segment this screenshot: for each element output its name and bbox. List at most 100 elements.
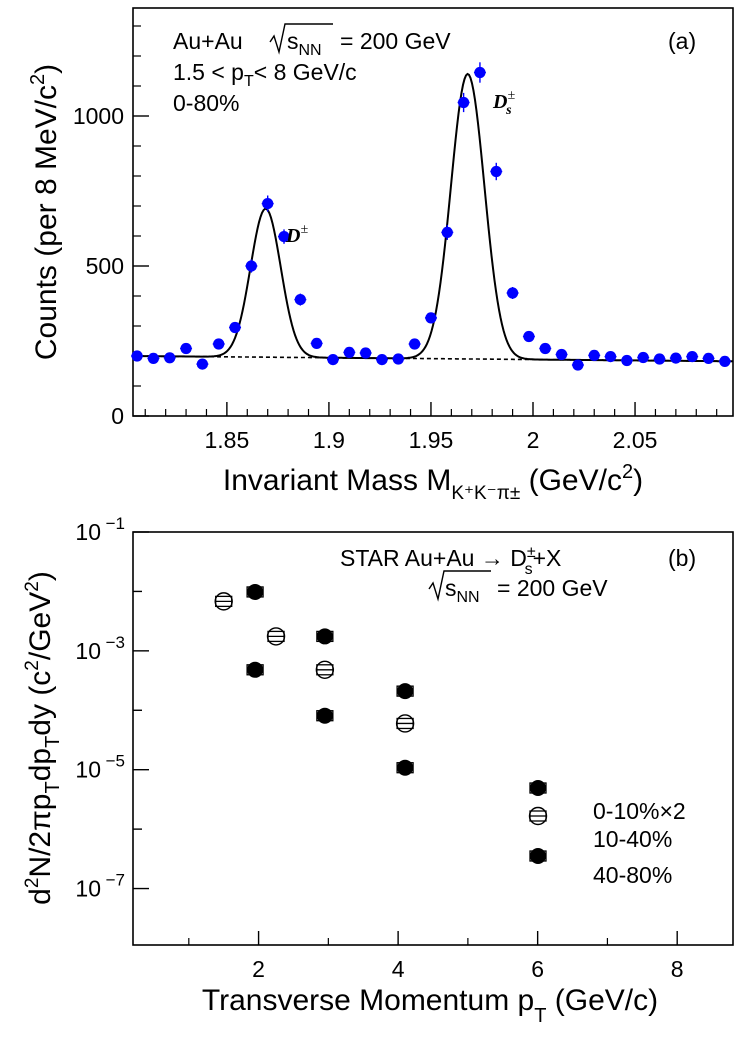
data-point <box>458 96 470 109</box>
y-tick-label: 10 <box>75 757 101 783</box>
data-point <box>637 351 649 364</box>
x-tick-label: 2 <box>252 956 265 982</box>
data-point <box>360 347 372 359</box>
data-point <box>719 355 731 367</box>
y-tick-exponent: −1 <box>106 514 125 533</box>
y-tick-label: 10 <box>75 638 101 664</box>
data-point <box>425 312 437 324</box>
y-tick-label: 500 <box>86 253 124 279</box>
data-point <box>213 338 225 350</box>
x-tick-label: 2 <box>527 427 540 453</box>
panel-a-fit <box>133 72 733 363</box>
y-tick-label: 10 <box>75 519 101 545</box>
panel-b-sqrt-sign <box>428 570 491 602</box>
panel-a-ticks: 1.85 1.9 1.95 2 2.05 0 500 1000 <box>73 25 718 453</box>
panel-b-energy: = 200 GeV <box>497 575 608 601</box>
data-point <box>523 330 535 343</box>
x-tick-label: 2.05 <box>613 427 658 453</box>
data-point <box>670 352 682 364</box>
data-point-midcentral <box>266 627 286 646</box>
data-point <box>555 348 568 361</box>
data-point <box>311 337 323 349</box>
x-tick-label: 1.95 <box>409 427 454 453</box>
legend-marker <box>530 848 546 864</box>
data-point <box>131 350 143 362</box>
panel-b-ylabel: d2N/2πpTdpTdy (c2/GeV2) <box>22 571 64 905</box>
data-point <box>343 346 355 358</box>
panel-a-xlabel: Invariant Mass MK⁺K⁻π± (GeV/c2) <box>223 461 643 504</box>
x-tick-label: 6 <box>531 956 544 982</box>
data-point-central <box>397 683 414 700</box>
data-point <box>604 351 617 363</box>
data-point <box>164 352 176 364</box>
data-point <box>474 66 486 79</box>
data-point <box>229 321 241 334</box>
y-tick-label: 10 <box>75 876 101 902</box>
peak-label-d: D± <box>285 222 308 247</box>
y-tick-exponent: −7 <box>106 871 125 890</box>
panel-a-sqrt-sign <box>269 23 333 55</box>
data-point <box>409 338 421 350</box>
panel-b-sqrt-s: sNN <box>445 575 480 606</box>
data-point <box>588 349 600 361</box>
data-point <box>196 358 208 370</box>
data-point <box>539 342 551 355</box>
panel-a-energy: = 200 GeV <box>340 28 451 54</box>
data-point-peripheral <box>247 661 264 678</box>
x-tick-label: 1.9 <box>313 427 345 453</box>
data-point-midcentral <box>214 592 233 611</box>
data-point <box>392 353 404 365</box>
data-point <box>572 359 584 371</box>
data-point <box>441 226 453 238</box>
panel-b-points <box>214 583 415 776</box>
data-point <box>686 351 698 363</box>
y-tick-exponent: −5 <box>106 752 125 771</box>
data-point <box>506 287 519 299</box>
legend-marker <box>530 780 546 796</box>
peak-label-ds: D± s <box>492 88 515 118</box>
data-point <box>278 231 290 243</box>
data-point <box>245 260 257 272</box>
data-point-midcentral <box>395 714 415 733</box>
data-point <box>490 165 502 178</box>
panel-b-ticks: 2 4 6 8 10 −1 10 −3 10 −5 10 −7 <box>75 514 683 982</box>
data-point <box>621 354 633 367</box>
x-tick-label: 8 <box>671 956 684 982</box>
data-point <box>262 198 274 210</box>
data-point-peripheral <box>397 759 414 776</box>
legend-label: 0-10%×2 <box>593 798 686 824</box>
panel-a-centrality: 0-80% <box>173 90 239 116</box>
data-point <box>294 294 306 306</box>
legend-label: 10-40% <box>593 826 672 852</box>
panel-a-ylabel: Counts (per 8 MeV/c2) <box>27 64 63 360</box>
panel-a-sqrt-s: sNN <box>287 28 322 59</box>
data-point-midcentral <box>315 660 335 679</box>
panel-a-label: (a) <box>668 28 696 54</box>
x-tick-label: 4 <box>392 956 405 982</box>
panel-b: 2 4 6 8 10 −1 10 −3 10 −5 10 −7 0-10%×210-40% 40-80%… <box>22 514 734 1027</box>
panel-a-title-line1: Au+Au <box>173 28 243 54</box>
panel-b-legend: 0-10%×210-40% 40-80% <box>528 780 686 888</box>
data-point <box>376 354 388 366</box>
data-point <box>653 353 666 365</box>
panel-a-frame <box>132 7 734 417</box>
data-point <box>147 352 160 364</box>
panel-b-frame <box>132 531 734 946</box>
panel-b-xlabel: Transverse Momentum pT (GeV/c) <box>202 984 658 1027</box>
data-point-peripheral <box>316 707 333 724</box>
data-point <box>702 352 715 364</box>
data-point-central <box>247 583 264 600</box>
panel-a: 1.85 1.9 1.95 2 2.05 0 500 1000 (a) Au+Au sNN =… <box>27 7 734 504</box>
panel-b-label: (b) <box>668 545 696 571</box>
panel-a-points <box>131 62 731 371</box>
y-tick-exponent: −3 <box>106 633 125 652</box>
signal-fit-curve <box>133 72 733 363</box>
y-tick-label: 1000 <box>73 103 124 129</box>
panel-a-pt-range: 1.5 < pT< 8 GeV/c <box>173 59 357 90</box>
data-point <box>180 342 192 355</box>
data-point <box>327 354 339 366</box>
x-tick-label: 1.85 <box>204 427 249 453</box>
legend-label: 40-80% <box>593 862 672 888</box>
legend-marker <box>528 806 548 826</box>
